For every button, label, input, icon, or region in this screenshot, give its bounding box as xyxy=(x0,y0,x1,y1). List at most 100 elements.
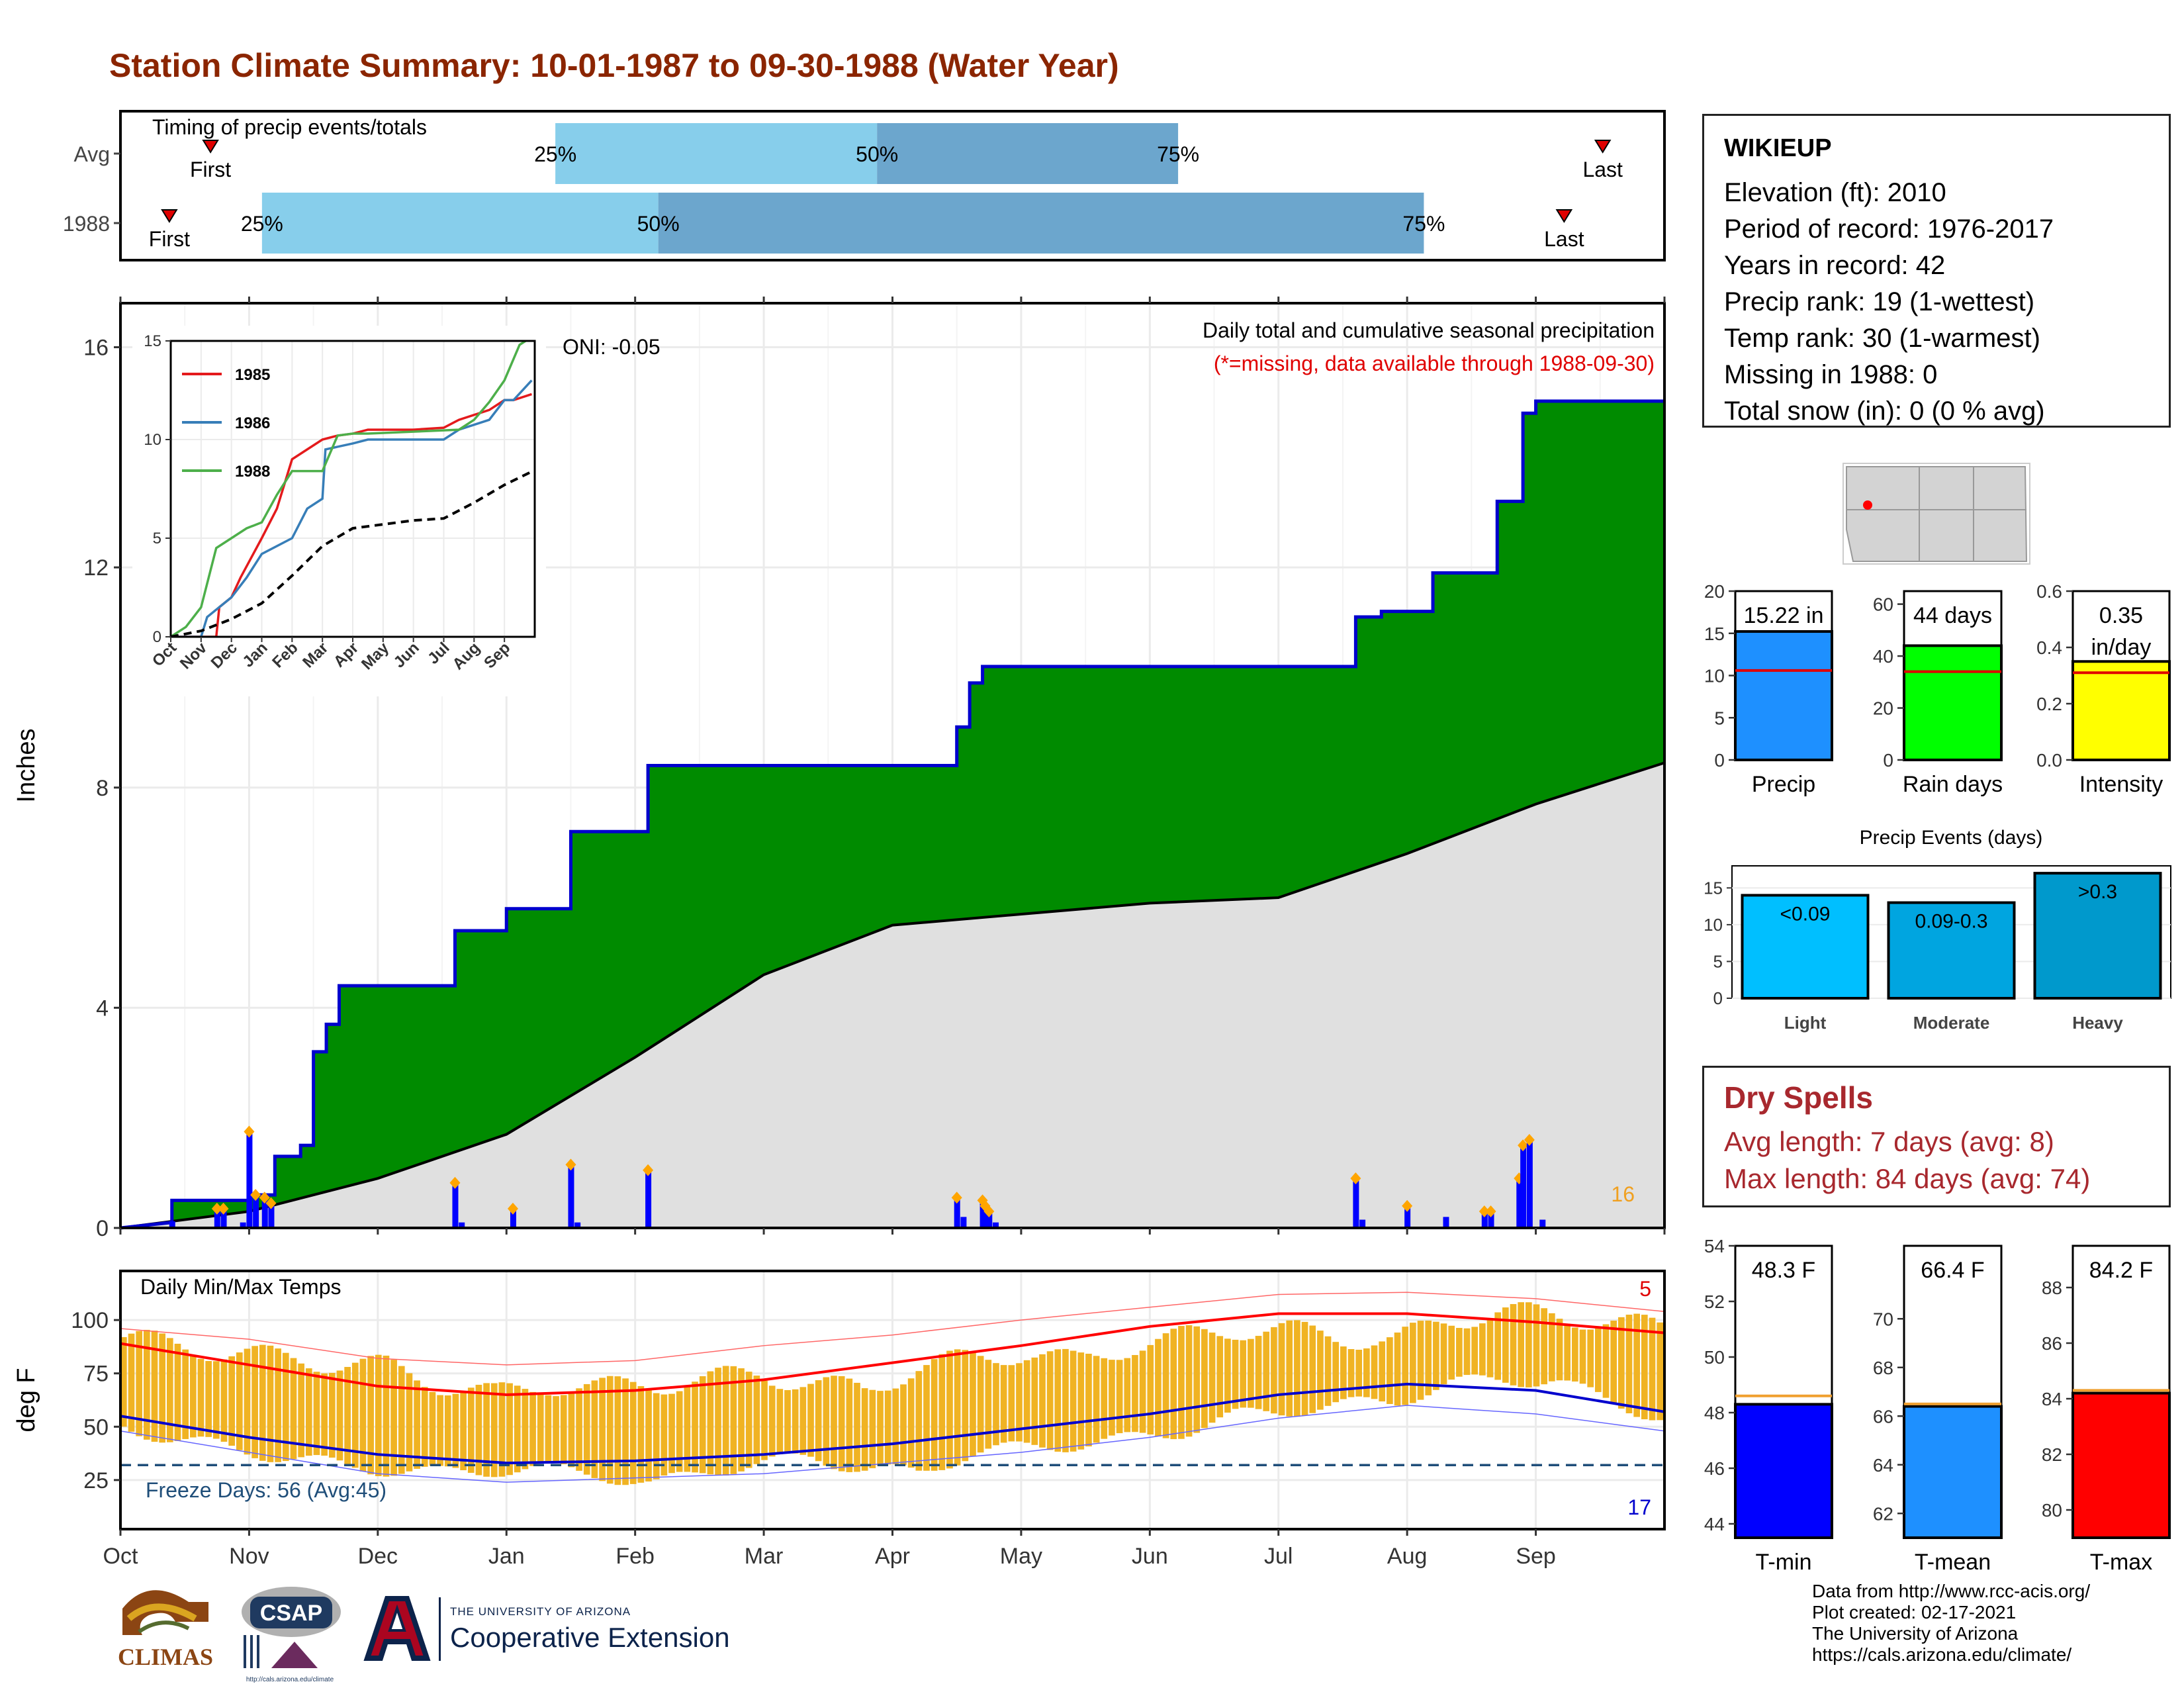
temp-range-bar xyxy=(483,1383,490,1477)
main-chart-title: Daily total and cumulative seasonal prec… xyxy=(1203,318,1655,342)
page-title: Station Climate Summary: 10-01-1987 to 0… xyxy=(109,47,1119,84)
temp-range-bar xyxy=(506,1383,513,1476)
inset-series-line xyxy=(171,341,528,637)
precip-events-bar xyxy=(1887,901,2016,1000)
temp-range-bar xyxy=(1201,1329,1208,1429)
temp-max-count: 5 xyxy=(1639,1277,1651,1301)
daily-precip-bar xyxy=(510,1208,516,1228)
credit-url: https://cals.arizona.edu/climate/ xyxy=(1812,1644,2072,1665)
temp-range-bar xyxy=(1595,1327,1602,1392)
temp-range-bar xyxy=(1069,1350,1077,1452)
temp-range-bar xyxy=(1602,1324,1610,1398)
climas-logo: CLIMAS xyxy=(118,1590,213,1670)
tmean-summary-y-tick-label: 62 xyxy=(1873,1503,1893,1524)
temp-range-bar xyxy=(159,1333,165,1443)
temp-range-bar xyxy=(1008,1365,1015,1442)
temp-range-bar xyxy=(1657,1322,1663,1421)
temp-range-bar xyxy=(182,1349,189,1439)
precip-events-bar-label: >0.3 xyxy=(2078,881,2117,903)
station-missing: Missing in 1988: 0 xyxy=(1724,360,1938,389)
tmin-summary-y-tick-label: 48 xyxy=(1704,1403,1725,1423)
timing-bar-q50-q75 xyxy=(877,123,1179,184)
daily-precip-marker xyxy=(250,1189,261,1201)
daily-precip-bar xyxy=(240,1222,246,1228)
temp-range-bar xyxy=(212,1361,220,1439)
temp-range-bar xyxy=(1518,1302,1525,1387)
temp-range-bar xyxy=(282,1352,289,1462)
temp-range-bar xyxy=(738,1368,745,1472)
temp-range-bar xyxy=(1039,1354,1046,1448)
timing-quantile-label: 50% xyxy=(856,142,898,166)
temp-range-bar xyxy=(1185,1325,1193,1437)
temp-range-bar xyxy=(197,1358,205,1437)
raindays-summary-value-label: 44 days xyxy=(1913,603,1992,628)
dry-spells-box: Dry Spells Avg length: 7 days (avg: 8) M… xyxy=(1702,1066,2171,1207)
temp-range-bar xyxy=(730,1366,737,1474)
station-temp-rank: Temp rank: 30 (1-warmest) xyxy=(1724,324,2040,353)
temp-range-bar xyxy=(1155,1338,1161,1437)
oni-label: ONI: -0.05 xyxy=(563,335,660,359)
temp-y-tick-label: 100 xyxy=(71,1308,109,1333)
temp-range-bar xyxy=(676,1391,683,1472)
temp-range-bar xyxy=(614,1376,621,1485)
credit-data-source: Data from http://www.rcc-acis.org/ xyxy=(1812,1581,2091,1601)
temp-range-bar xyxy=(1232,1339,1239,1409)
precip-summary-y-tick-label: 0 xyxy=(1714,750,1725,771)
temp-range-bar xyxy=(414,1380,420,1469)
timing-row-label: Avg xyxy=(73,142,110,166)
temp-range-bar xyxy=(1456,1328,1463,1377)
timing-quantile-label: 75% xyxy=(1157,142,1199,166)
intensity-summary-y-tick-label: 0.4 xyxy=(2036,637,2062,658)
temp-range-bar xyxy=(351,1362,359,1468)
temp-range-bar xyxy=(637,1386,645,1483)
station-period: Period of record: 1976-2017 xyxy=(1724,214,2054,244)
intensity-summary-bar xyxy=(2071,660,2171,761)
temp-range-bar xyxy=(275,1348,281,1462)
precip-events-bar-label: <0.09 xyxy=(1780,903,1831,925)
temp-range-bar xyxy=(1294,1320,1300,1417)
temp-range-bar xyxy=(1425,1320,1432,1395)
dry-spells-avg: Avg length: 7 days (avg: 8) xyxy=(1724,1126,2054,1157)
daily-precip-bar xyxy=(1520,1145,1527,1228)
temp-range-bar xyxy=(398,1366,405,1474)
daily-precip-marker xyxy=(983,1205,995,1218)
temp-range-bar xyxy=(120,1336,127,1427)
temp-range-bar xyxy=(1062,1348,1069,1452)
raindays-summary-y-tick-label: 20 xyxy=(1873,698,1893,719)
precip-events-category-label: Light xyxy=(1784,1013,1827,1033)
temp-range-bar xyxy=(692,1382,698,1473)
temp-range-bar xyxy=(421,1387,428,1467)
temp-range-bar xyxy=(359,1358,367,1472)
temp-range-bar xyxy=(1139,1350,1146,1433)
temp-range-bar xyxy=(668,1393,675,1474)
temp-range-bar xyxy=(792,1389,799,1454)
temp-range-bar xyxy=(745,1372,752,1468)
temp-range-bar xyxy=(1109,1360,1115,1436)
precip-events-y-tick-label: 15 xyxy=(1704,878,1723,898)
temp-range-bar xyxy=(1641,1315,1648,1420)
tmean-summary-value-label: 66.4 F xyxy=(1921,1258,1984,1283)
daily-precip-bar xyxy=(246,1131,253,1228)
precip-summary-bar xyxy=(1734,630,1833,761)
daily-precip-bar xyxy=(268,1203,275,1228)
daily-precip-bar xyxy=(574,1222,581,1228)
intensity-summary-y-tick-label: 0.6 xyxy=(2036,581,2062,602)
daily-precip-bar xyxy=(568,1164,574,1228)
temp-range-bar xyxy=(846,1378,853,1472)
daily-precip-marker xyxy=(265,1197,277,1209)
temp-range-bar xyxy=(1510,1304,1517,1385)
intensity-summary-y-tick-label: 0.0 xyxy=(2036,750,2062,771)
temp-range-bar xyxy=(1371,1345,1378,1399)
timing-event-marker xyxy=(1555,209,1573,223)
precip-summary-value-label: 15.22 in xyxy=(1744,603,1824,628)
temp-x-tick-label: Feb xyxy=(615,1544,655,1569)
freeze-days-label: Freeze Days: 56 (Avg:45) xyxy=(146,1478,387,1502)
daily-precip-bar xyxy=(214,1208,220,1228)
temp-range-bar xyxy=(1093,1356,1100,1443)
dry-spells-max: Max length: 84 days (avg: 74) xyxy=(1724,1163,2091,1194)
temp-range-bar xyxy=(553,1396,559,1463)
temp-range-bar xyxy=(1610,1321,1617,1403)
temp-range-bar xyxy=(522,1389,529,1470)
temp-range-bar xyxy=(367,1356,374,1475)
temp-range-bar xyxy=(1355,1350,1363,1397)
